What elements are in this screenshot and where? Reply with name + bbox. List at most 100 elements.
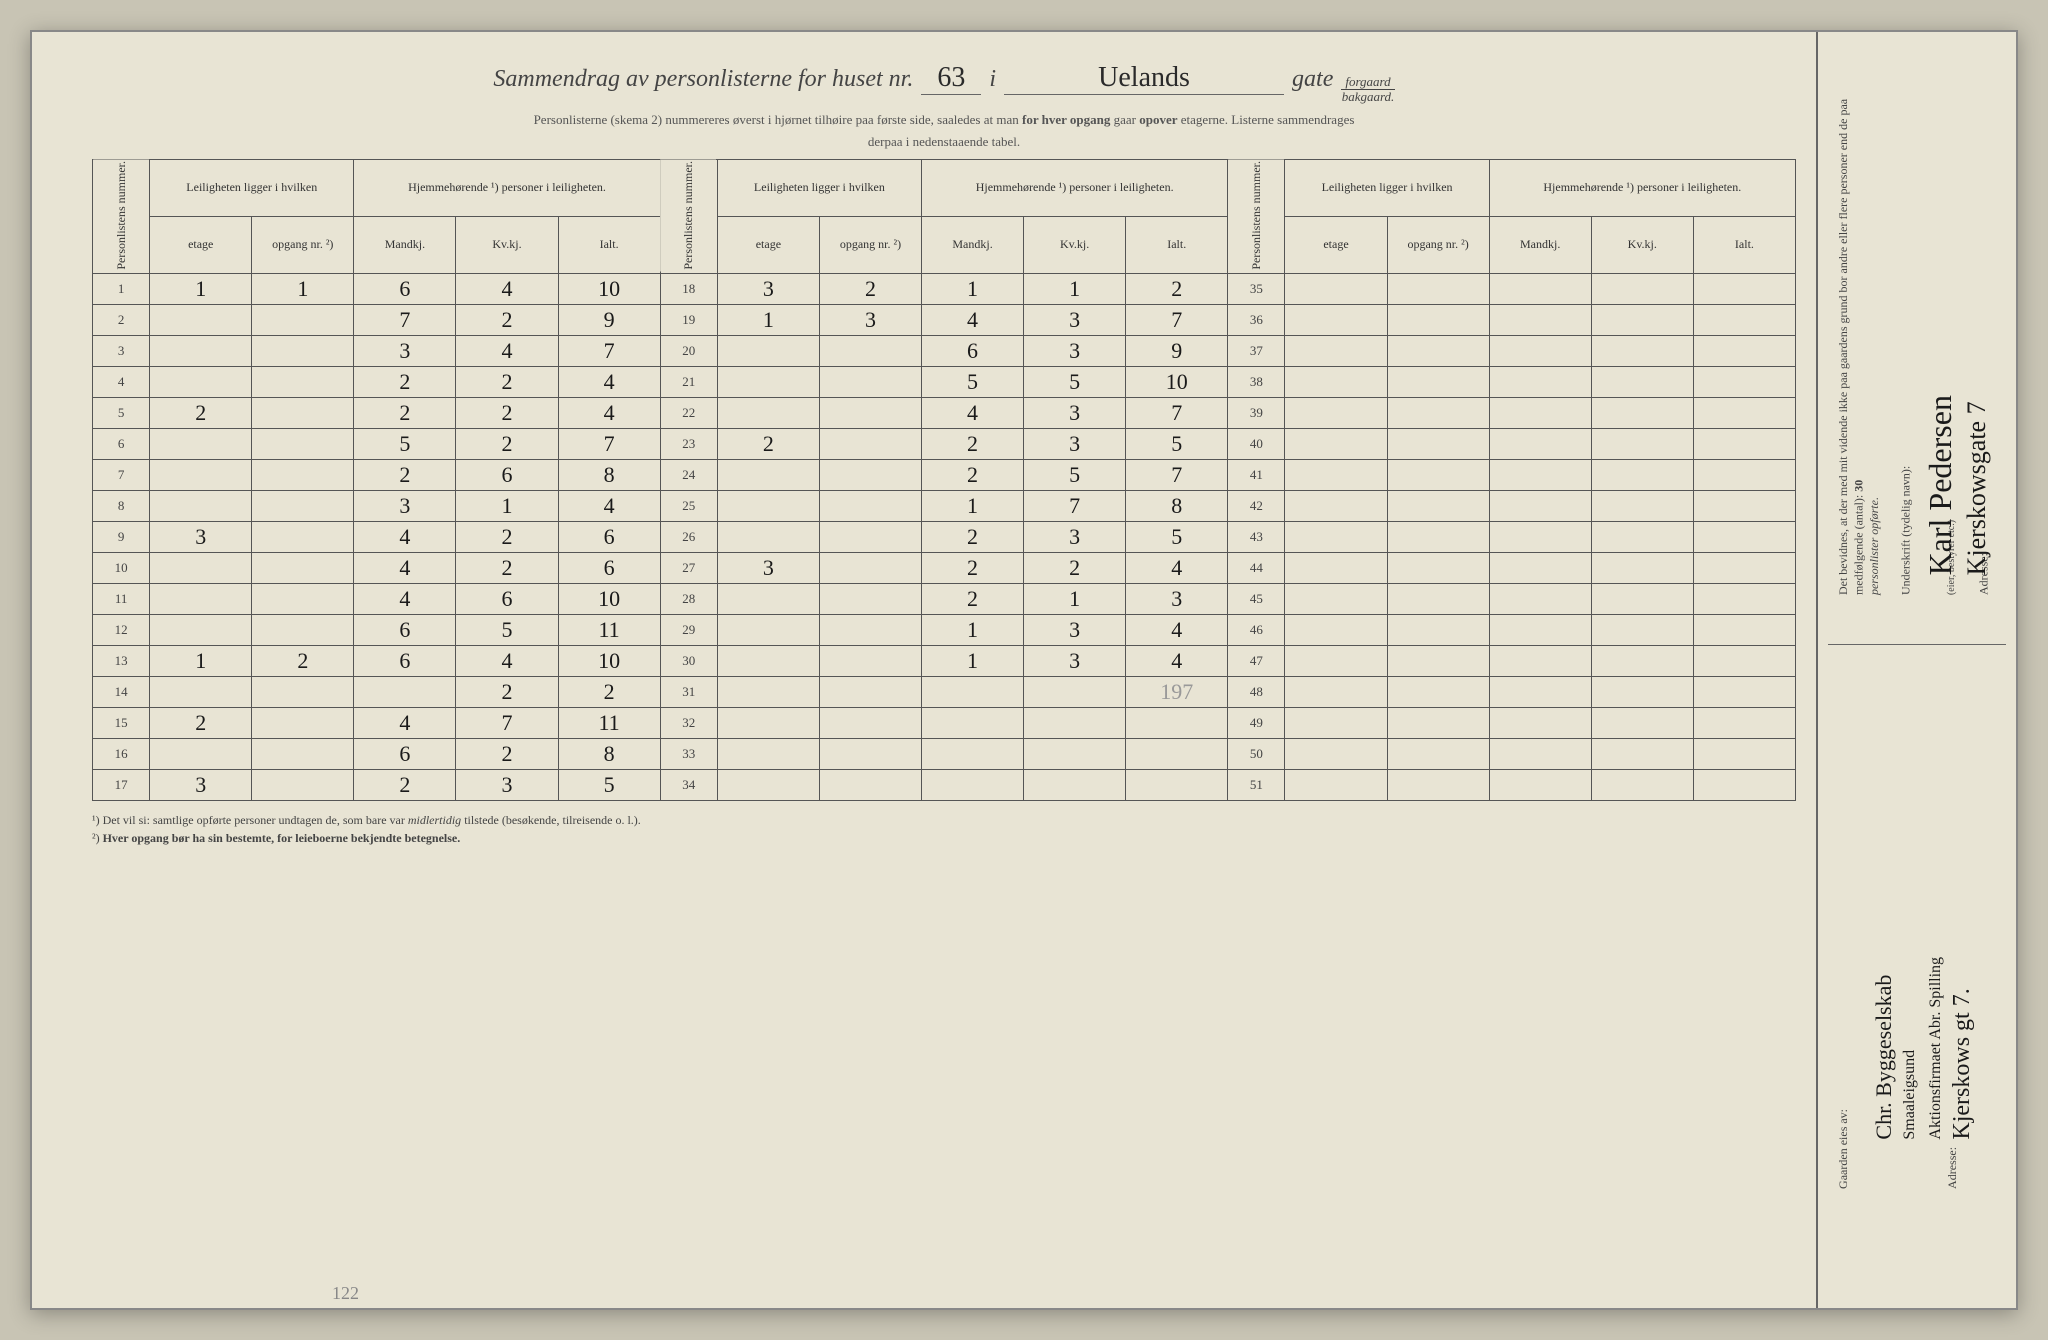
cell-value: 6: [354, 738, 456, 769]
cell-value: 7: [354, 304, 456, 335]
cell-value: [1285, 490, 1387, 521]
cell-value: [1024, 707, 1126, 738]
row-number: 20: [660, 335, 717, 366]
cell-value: 8: [558, 459, 660, 490]
sub-opgang-1: opgang nr. ²): [252, 216, 354, 273]
cell-value: [1591, 645, 1693, 676]
col-leilighet-2: Leiligheten ligger i hvilken: [717, 159, 921, 216]
cell-value: [1693, 769, 1795, 800]
cell-value: [252, 366, 354, 397]
cell-value: [1489, 397, 1591, 428]
cell-value: 4: [354, 552, 456, 583]
cell-value: 6: [354, 614, 456, 645]
cell-value: [1591, 552, 1693, 583]
cell-value: 5: [1024, 459, 1126, 490]
col-personlist-nr-3: Personlistens nummer.: [1228, 159, 1285, 273]
cell-value: 10: [558, 583, 660, 614]
cell-value: [1591, 707, 1693, 738]
cell-value: [150, 490, 252, 521]
cell-value: 1: [150, 645, 252, 676]
cell-value: 2: [456, 676, 558, 707]
cell-value: [922, 676, 1024, 707]
cell-value: [717, 676, 819, 707]
cell-value: [1591, 428, 1693, 459]
cell-value: [150, 676, 252, 707]
footnote-1: ¹) Det vil si: samtlige opførte personer…: [92, 811, 1796, 829]
cell-value: [252, 459, 354, 490]
row-number: 26: [660, 521, 717, 552]
cell-value: [252, 614, 354, 645]
cell-value: 4: [354, 583, 456, 614]
table-row: 522242243739: [93, 397, 1796, 428]
cell-value: [1591, 614, 1693, 645]
cell-value: [1489, 738, 1591, 769]
row-number: 2: [93, 304, 150, 335]
row-number: 25: [660, 490, 717, 521]
cell-value: [1387, 552, 1489, 583]
table-header: Personlistens nummer. Leiligheten ligger…: [93, 159, 1796, 273]
cell-value: [1489, 366, 1591, 397]
cell-value: [819, 459, 921, 490]
cell-value: [819, 769, 921, 800]
row-number: 37: [1228, 335, 1285, 366]
row-number: 42: [1228, 490, 1285, 521]
table-row: 83142517842: [93, 490, 1796, 521]
row-number: 23: [660, 428, 717, 459]
col-hjemme-3: Hjemmehørende ¹) personer i leiligheten.: [1489, 159, 1795, 216]
cell-value: [1693, 366, 1795, 397]
cell-value: [1693, 707, 1795, 738]
cell-value: 4: [354, 707, 456, 738]
cell-value: 5: [922, 366, 1024, 397]
cell-value: [1387, 304, 1489, 335]
cell-value: 3: [1024, 521, 1126, 552]
owner-signature: Chr. Byggeselskab Smaaleigsund Aktionsfi…: [1871, 665, 1976, 1140]
fraction-top: forgaard: [1341, 75, 1394, 90]
cell-value: [819, 614, 921, 645]
side-panel: Det bevidnes, at der med mit vidende ikk…: [1816, 32, 2016, 1308]
title-line: Sammendrag av personlisterne for huset n…: [92, 62, 1796, 105]
cell-value: [150, 459, 252, 490]
cell-value: [819, 490, 921, 521]
cell-value: [252, 583, 354, 614]
cell-value: [819, 366, 921, 397]
cell-value: [1591, 459, 1693, 490]
cell-value: [1285, 366, 1387, 397]
row-number: 17: [93, 769, 150, 800]
row-number: 16: [93, 738, 150, 769]
cell-value: 5: [1126, 521, 1228, 552]
col-hjemme-2: Hjemmehørende ¹) personer i leiligheten.: [922, 159, 1228, 216]
cell-value: 4: [456, 273, 558, 304]
cell-value: 5: [558, 769, 660, 800]
cell-value: [1489, 459, 1591, 490]
cell-value: [1285, 738, 1387, 769]
cell-value: 2: [456, 521, 558, 552]
cell-value: [1693, 304, 1795, 335]
cell-value: 3: [1024, 428, 1126, 459]
cell-value: [150, 583, 252, 614]
cell-value: [1387, 490, 1489, 521]
cell-value: 2: [717, 428, 819, 459]
cell-value: [922, 738, 1024, 769]
table-row: 1732353451: [93, 769, 1796, 800]
col-personlist-nr-2: Personlistens nummer.: [660, 159, 717, 273]
sub-mandkj-3: Mandkj.: [1489, 216, 1591, 273]
row-number: 50: [1228, 738, 1285, 769]
cell-value: 11: [558, 707, 660, 738]
table-row: 72682425741: [93, 459, 1796, 490]
cell-value: [922, 707, 1024, 738]
table-row: 166283350: [93, 738, 1796, 769]
cell-value: [1285, 552, 1387, 583]
cell-value: 6: [456, 459, 558, 490]
row-number: 45: [1228, 583, 1285, 614]
form-header: Sammendrag av personlisterne for huset n…: [92, 62, 1796, 151]
cell-value: [717, 490, 819, 521]
row-number: 5: [93, 397, 150, 428]
cell-value: 2: [922, 521, 1024, 552]
cell-value: 10: [558, 273, 660, 304]
cell-value: [819, 583, 921, 614]
cell-value: [1285, 614, 1387, 645]
row-number: 41: [1228, 459, 1285, 490]
cell-value: 6: [354, 645, 456, 676]
row-number: 36: [1228, 304, 1285, 335]
table-row: 1146102821345: [93, 583, 1796, 614]
